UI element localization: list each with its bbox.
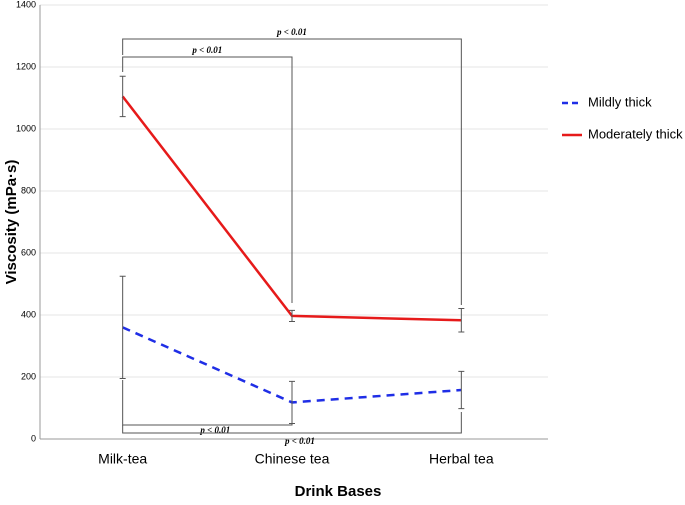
error-bar	[458, 370, 465, 410]
annotation: p < 0.01	[191, 45, 222, 55]
y-tick-label: 1400	[16, 0, 36, 9]
significance-bracket	[122, 38, 462, 305]
y-tick-label: 400	[21, 309, 36, 319]
y-tick-label: 0	[31, 433, 36, 443]
x-tick-label: Herbal tea	[429, 451, 494, 467]
y-tick-label: 1200	[16, 61, 36, 71]
y-tick-label: 1000	[16, 123, 36, 133]
significance-bracket	[122, 412, 462, 434]
y-tick-label: 800	[21, 185, 36, 195]
y-tick-label: 600	[21, 247, 36, 257]
error-bar	[289, 309, 295, 323]
significance-bracket	[122, 56, 293, 303]
legend-label: Moderately thick	[588, 126, 683, 141]
error-bar	[119, 275, 126, 380]
error-bar	[458, 307, 465, 333]
error-bar	[289, 380, 295, 424]
y-axis-title: Viscosity (mPa·s)	[3, 160, 20, 285]
annotation: p < 0.01	[276, 27, 307, 37]
significance-bracket	[122, 380, 293, 426]
x-axis-title: Drink Bases	[295, 483, 382, 500]
x-tick-label: Chinese tea	[255, 451, 330, 467]
annotation: p < 0.01	[199, 425, 230, 435]
legend-label: Mildly thick	[588, 94, 652, 109]
x-tick-label: Milk-tea	[98, 451, 147, 467]
y-tick-label: 200	[21, 371, 36, 381]
annotation: p < 0.01	[284, 436, 315, 446]
error-bar	[119, 75, 126, 118]
